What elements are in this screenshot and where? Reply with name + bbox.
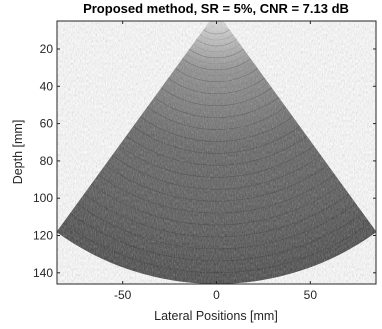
scan-arc — [143, 111, 290, 136]
scan-arc — [115, 150, 318, 184]
scan-arc — [73, 208, 360, 256]
scan-arc — [199, 34, 234, 41]
scan-arc — [80, 198, 353, 244]
scan-arc — [108, 159, 325, 196]
scan-arc — [161, 87, 272, 106]
scan-arc — [97, 174, 336, 214]
scan-arc — [147, 106, 286, 130]
ultrasound-image — [57, 21, 376, 284]
scan-arc — [192, 44, 241, 53]
x-axis-label: Lateral Positions [mm] — [154, 309, 278, 323]
scan-arc — [118, 145, 315, 178]
scan-arc — [182, 58, 251, 71]
scan-arc — [94, 179, 339, 220]
scan-arc — [203, 29, 230, 35]
scan-arc — [157, 92, 276, 112]
scan-arc — [185, 53, 248, 65]
y-tick-label: 120 — [33, 229, 53, 243]
scan-arc — [140, 116, 293, 142]
scan-arc — [196, 39, 237, 47]
scan-arc — [104, 164, 329, 202]
scan-arc — [62, 222, 371, 274]
scan-arc — [66, 217, 367, 268]
chart-title: Proposed method, SR = 5%, CNR = 7.13 dB — [83, 1, 349, 16]
y-tick-label: 140 — [33, 266, 53, 280]
scan-line-arcs — [59, 29, 374, 279]
scan-arc — [90, 184, 343, 226]
x-tick-label: 0 — [213, 288, 220, 302]
scan-arc — [132, 126, 301, 154]
scan-arc — [111, 155, 322, 190]
speckle-texture — [57, 21, 376, 284]
x-axis: -50 0 50 — [114, 21, 317, 302]
scan-arc — [178, 63, 255, 77]
scan-arc — [87, 188, 346, 232]
scan-arc — [83, 193, 350, 238]
scan-arc — [101, 169, 332, 208]
y-tick-label: 80 — [40, 154, 54, 168]
y-axis: 20 40 60 80 100 120 140 — [33, 42, 376, 280]
scan-arc — [175, 68, 258, 83]
y-tick-label: 20 — [40, 42, 54, 56]
y-axis-label: Depth [mm] — [11, 120, 25, 185]
y-tick-label: 40 — [40, 79, 54, 93]
scan-arc — [150, 101, 283, 124]
scan-arc — [125, 135, 308, 166]
y-tick-label: 100 — [33, 191, 53, 205]
scan-arc — [164, 82, 269, 100]
scan-arc — [154, 97, 279, 118]
y-tick-label: 60 — [40, 117, 54, 131]
scan-arc — [59, 227, 374, 279]
scan-arc — [189, 48, 244, 59]
x-tick-label: 50 — [304, 288, 318, 302]
scan-arc — [129, 130, 304, 160]
scan-arc — [171, 72, 262, 89]
scan-arc — [76, 203, 357, 250]
scan-arc — [122, 140, 311, 172]
scan-arc — [136, 121, 297, 148]
scan-arc — [69, 213, 364, 262]
x-tick-label: -50 — [114, 288, 132, 302]
scan-arc — [168, 77, 265, 95]
